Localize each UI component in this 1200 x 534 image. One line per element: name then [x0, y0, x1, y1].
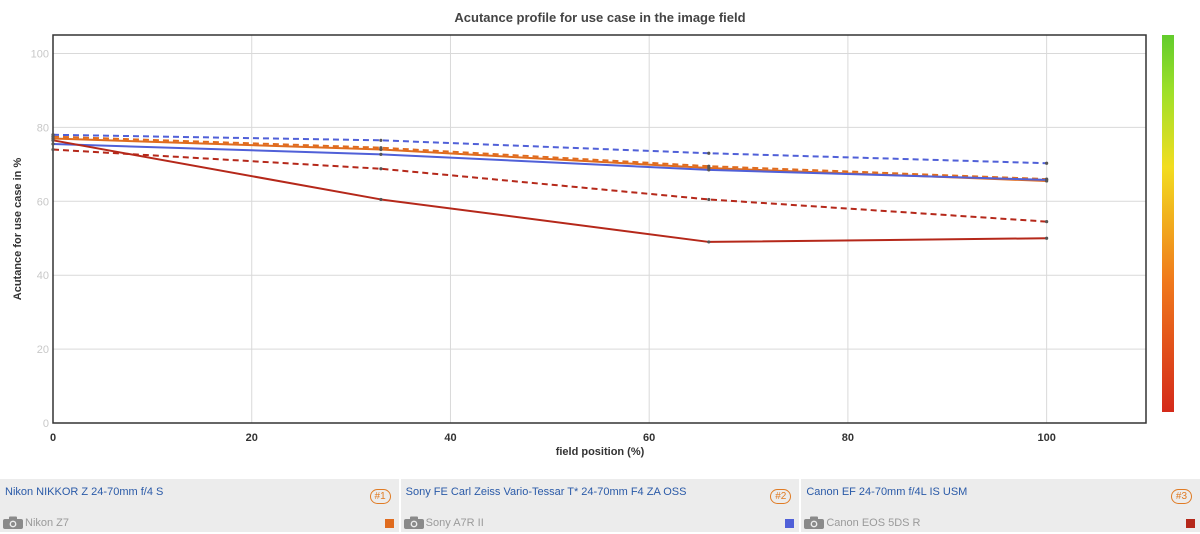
- x-tick-label: 20: [246, 432, 258, 444]
- rank-badge: #3: [1170, 489, 1193, 504]
- series-color-swatch: [384, 519, 394, 528]
- lens-name[interactable]: Nikon NIKKOR Z 24-70mm f/4 S: [5, 486, 164, 498]
- camera-name: Nikon Z7: [25, 516, 70, 529]
- data-point[interactable]: [707, 151, 711, 155]
- series-line-2-dashed[interactable]: [52, 135, 1047, 181]
- legend: Nikon NIKKOR Z 24-70mm f/4 S #1 Nikon Z7…: [0, 479, 1200, 534]
- y-tick-label: 20: [37, 344, 49, 356]
- data-point[interactable]: [379, 146, 383, 150]
- camera-icon: [3, 516, 23, 529]
- camera-row: Canon EOS 5DS R: [803, 515, 921, 530]
- camera-name: Sony A7R II: [425, 516, 484, 529]
- data-point[interactable]: [1045, 220, 1049, 224]
- colorbar: [1162, 35, 1174, 412]
- legend-item-3[interactable]: Canon EF 24-70mm f/4L IS USM #3 Canon EO…: [801, 479, 1200, 532]
- data-point[interactable]: [707, 164, 711, 168]
- data-point[interactable]: [379, 138, 383, 142]
- y-tick-label: 80: [37, 122, 49, 134]
- lens-name[interactable]: Sony FE Carl Zeiss Vario-Tessar T* 24-70…: [405, 486, 687, 498]
- series-line-5-solid[interactable]: [52, 139, 1047, 243]
- y-tick-label: 100: [31, 48, 49, 60]
- camera-row: Sony A7R II: [403, 515, 484, 530]
- series-line-6-dashed[interactable]: [52, 148, 1047, 223]
- data-point[interactable]: [379, 197, 383, 202]
- data-point[interactable]: [707, 197, 711, 202]
- x-tick-label: 60: [643, 432, 655, 444]
- x-tick-label: 40: [444, 432, 456, 444]
- lens-name[interactable]: Canon EF 24-70mm f/4L IS USM: [806, 486, 968, 498]
- x-axis-label: field position (%): [556, 446, 645, 458]
- y-tick-label: 60: [37, 196, 49, 208]
- grid: [53, 35, 1146, 423]
- data-point[interactable]: [707, 240, 711, 244]
- y-tick-label: 40: [37, 270, 49, 282]
- camera-name: Canon EOS 5DS R: [826, 516, 921, 529]
- series-color-swatch: [785, 519, 795, 528]
- data-point[interactable]: [51, 133, 55, 137]
- data-point[interactable]: [1045, 236, 1049, 240]
- rank-badge: #1: [369, 489, 391, 504]
- data-point[interactable]: [51, 138, 55, 142]
- data-point[interactable]: [51, 147, 55, 152]
- data-point[interactable]: [1045, 161, 1049, 165]
- y-axis-ticks: 0 20 40 60 80 100: [31, 48, 49, 430]
- x-tick-label: 100: [1037, 432, 1055, 444]
- plot-frame: [52, 34, 1147, 424]
- x-axis-ticks: 0 20 40 60 80 100: [50, 432, 1056, 444]
- y-tick-label: 0: [43, 418, 49, 430]
- camera-row: Nikon Z7: [2, 515, 69, 530]
- data-point[interactable]: [379, 152, 383, 156]
- series-color-swatch: [1186, 519, 1196, 528]
- series: [51, 133, 1049, 244]
- legend-item-1[interactable]: Nikon NIKKOR Z 24-70mm f/4 S #1 Nikon Z7: [0, 479, 399, 532]
- rank-badge: #2: [770, 489, 792, 504]
- legend-item-2[interactable]: Sony FE Carl Zeiss Vario-Tessar T* 24-70…: [400, 479, 800, 532]
- camera-icon: [403, 516, 424, 529]
- y-axis-label: Acutance for use case in %: [12, 158, 24, 301]
- data-point[interactable]: [1045, 178, 1049, 182]
- acutance-chart: Acutance profile for use case in the ima…: [12, 10, 1174, 458]
- x-tick-label: 80: [842, 432, 854, 444]
- series-line-3-solid[interactable]: [52, 143, 1047, 181]
- chart-title: Acutance profile for use case in the ima…: [454, 10, 745, 25]
- data-point[interactable]: [379, 167, 383, 171]
- camera-icon: [804, 516, 825, 529]
- data-point[interactable]: [707, 168, 711, 172]
- x-tick-label: 0: [50, 432, 56, 444]
- data-point[interactable]: [51, 142, 55, 146]
- series-line-4-dashed[interactable]: [52, 133, 1047, 165]
